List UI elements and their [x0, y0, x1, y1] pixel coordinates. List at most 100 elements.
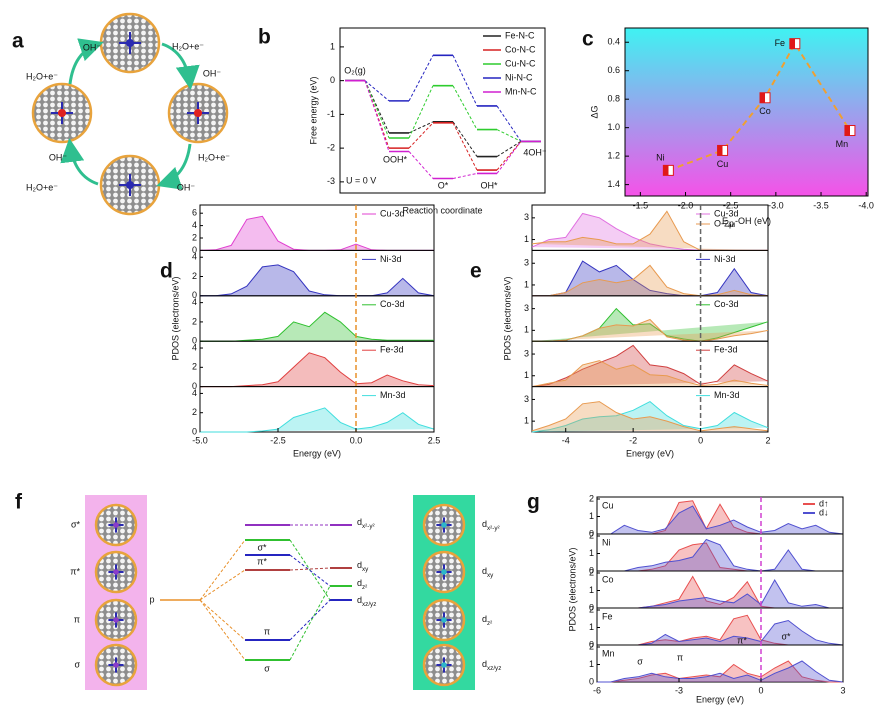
y-tick-label: 1	[589, 511, 594, 521]
legend-label: O-2p	[714, 218, 734, 228]
annotation: σ*	[781, 631, 791, 641]
orbital-label-part: d	[482, 659, 487, 669]
y-axis-label: PDOS (electrons/eV)	[502, 276, 512, 360]
legend-label: Fe-N-C	[505, 30, 535, 40]
mo-connector	[289, 539, 331, 601]
x-tick-label: -3	[675, 685, 683, 695]
x-tick-label: 0	[698, 435, 703, 445]
plot-frame	[624, 27, 869, 197]
legend-label: Mn-3d	[380, 390, 406, 400]
x-tick-label: 2	[765, 435, 770, 445]
metal-site	[113, 662, 119, 668]
y-axis-label: ΔG	[589, 105, 599, 118]
metal-site	[441, 569, 447, 575]
orbital-label-part: xz/yz	[487, 665, 501, 672]
panel-label: d	[160, 260, 173, 283]
legend-label: Mn-3d	[714, 390, 740, 400]
y-tick-label: 0	[192, 426, 197, 436]
panel-label: f	[15, 491, 23, 514]
energy-connector	[452, 55, 478, 107]
y-axis-label: PDOS (electrons/eV)	[567, 547, 577, 631]
y-tick-label: 1.0	[607, 122, 620, 132]
plot-frame	[199, 386, 435, 433]
metal-site	[125, 180, 135, 190]
legend-label: Fe-3d	[714, 345, 738, 355]
y-axis-label: Free energy (eV)	[308, 76, 318, 144]
panel-label: b	[258, 26, 271, 49]
mo-connector	[289, 567, 331, 571]
y-tick-label: 4	[192, 342, 197, 352]
orbital-label: dxz/yz	[357, 595, 376, 608]
legend-label: Cu-3d	[380, 208, 405, 218]
y-tick-label: 1	[589, 585, 594, 595]
y-tick-label: 3	[524, 258, 529, 268]
energy-connector	[364, 80, 390, 152]
legend-label: Co-3d	[380, 299, 405, 309]
pdos-area	[200, 407, 435, 433]
orbital-label: σ*	[257, 542, 267, 552]
y-tick-label: 0	[330, 75, 335, 85]
pdos-area	[200, 352, 435, 388]
energy-connector	[408, 85, 434, 139]
energy-connector	[364, 80, 390, 102]
point	[844, 125, 856, 137]
y-tick-label: 1	[589, 659, 594, 669]
orbital-label-part: d	[357, 578, 362, 588]
legend-label: d↓	[819, 507, 829, 517]
x-tick-label: -5.0	[192, 435, 208, 445]
energy-connector	[452, 122, 478, 171]
reaction-label: H₂O+e⁻	[172, 41, 204, 51]
orbital-label: π*	[70, 566, 80, 576]
y-tick-label: 1	[524, 416, 529, 426]
orbital-label-part: d	[482, 519, 487, 529]
orbital-label: π*	[257, 556, 267, 566]
y-tick-label: 0	[589, 565, 594, 575]
reaction-label: H₂O+e⁻	[26, 182, 58, 192]
orbital-label: dxy	[482, 566, 494, 579]
orbital-label-part: d	[482, 566, 487, 576]
pdos-area	[200, 311, 434, 342]
metal-site	[113, 617, 119, 623]
energy-connector	[364, 80, 390, 134]
point	[662, 164, 674, 176]
panel-label: a	[12, 30, 24, 53]
orbital-label: σ	[74, 659, 80, 669]
orbital-label: π	[264, 626, 270, 636]
legend-label: Mn-N-C	[505, 86, 537, 96]
x-tick-label: -4.0	[858, 200, 874, 210]
subpanel-label: Fe	[602, 611, 613, 621]
point	[717, 144, 729, 156]
energy-connector	[496, 141, 522, 174]
y-tick-label: -1	[327, 109, 335, 119]
metal-site	[441, 617, 447, 623]
y-tick-label: 0.8	[607, 94, 620, 104]
y-tick-label: 1	[330, 41, 335, 51]
pdos-area	[200, 264, 435, 297]
y-tick-label: 0	[192, 290, 197, 300]
mo-connector	[289, 554, 331, 587]
y-tick-label: 1.2	[607, 151, 620, 161]
reaction-label: H₂O+e⁻	[26, 71, 58, 81]
metal-site	[125, 38, 135, 48]
y-tick-label: 1	[524, 370, 529, 380]
x-tick-label: -6	[593, 685, 601, 695]
x-tick-label: 0	[758, 685, 763, 695]
y-tick-label: 4	[192, 388, 197, 398]
mo-connector	[199, 599, 246, 661]
orbital-label-part: d	[357, 595, 362, 605]
x-axis-label-part: E	[722, 216, 728, 226]
panel-label: g	[527, 491, 540, 514]
legend-label: Fe-3d	[380, 345, 404, 355]
y-tick-label: 3	[524, 394, 529, 404]
state-label: 4OH⁻	[523, 147, 547, 157]
subpanel-label: Cu	[602, 500, 614, 510]
orbital-label: π	[74, 614, 80, 624]
reaction-label: OH⁻	[49, 152, 68, 162]
energy-connector	[496, 129, 522, 142]
pdos-area	[597, 660, 844, 683]
metal-site	[57, 108, 67, 118]
orbital-label-part: d	[357, 560, 362, 570]
y-tick-label: 1.4	[607, 179, 620, 189]
x-tick-label: 3	[840, 685, 845, 695]
